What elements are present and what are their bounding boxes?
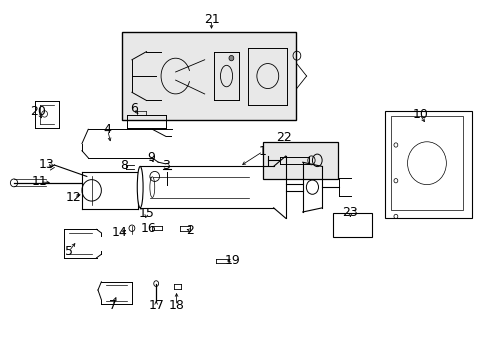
Text: 9: 9 [147,151,155,165]
Bar [263,143,338,179]
Text: 15: 15 [138,207,154,220]
Text: 1: 1 [259,145,266,158]
Ellipse shape [137,166,143,208]
Text: 5: 5 [65,245,73,258]
Text: 12: 12 [66,191,81,204]
Text: 20: 20 [30,105,46,118]
Text: 18: 18 [168,299,184,312]
Text: 3: 3 [162,159,169,172]
Text: 17: 17 [148,299,164,312]
Text: 13: 13 [39,158,54,171]
Ellipse shape [228,55,233,61]
Bar [390,116,462,210]
Text: 2: 2 [186,224,194,237]
Bar [332,213,371,237]
Bar [385,111,470,218]
Text: 23: 23 [342,206,357,219]
Text: 19: 19 [224,254,240,267]
Text: 14: 14 [111,226,127,239]
Text: 4: 4 [103,123,111,136]
Text: 7: 7 [108,299,116,312]
Text: 22: 22 [276,131,291,144]
Text: 21: 21 [203,13,219,27]
Bar [122,32,295,120]
Text: 11: 11 [32,175,47,188]
Text: 8: 8 [120,159,128,172]
Ellipse shape [150,177,154,198]
Text: 6: 6 [130,102,138,115]
Text: 16: 16 [140,222,156,235]
Text: 10: 10 [411,108,427,121]
